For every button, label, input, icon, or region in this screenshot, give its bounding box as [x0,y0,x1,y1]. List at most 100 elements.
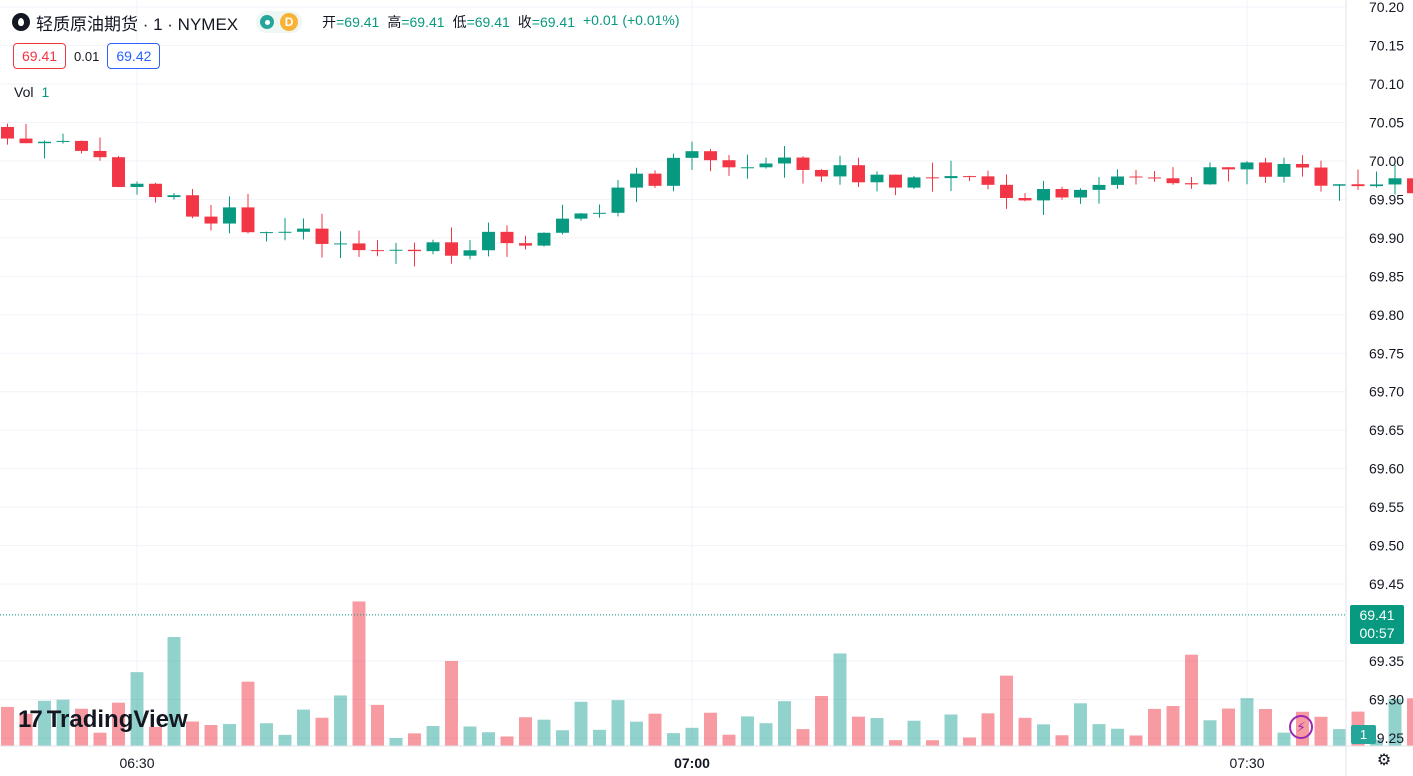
volume-bar [149,726,162,746]
y-tick-label: 69.90 [1369,230,1404,246]
volume-bar [741,716,754,746]
candle-body [334,243,347,245]
candle-body [1166,178,1180,184]
volume-legend[interactable]: Vol 1 [14,84,49,100]
candle-body [223,207,236,224]
candle-body [352,243,366,251]
volume-bar [482,732,495,746]
candle-body [260,232,273,234]
y-tick-label: 69.45 [1369,576,1404,592]
candle-body [1,126,14,139]
gear-icon[interactable]: ⚙ [1376,752,1392,769]
candle-body [408,249,421,252]
y-tick-label: 69.70 [1369,384,1404,400]
volume-bar [1000,675,1013,746]
candle-body [149,183,162,198]
candle-body [1074,189,1087,198]
tradingview-logo-icon: 17 [18,706,43,733]
volume-bar [112,702,125,746]
candle-body [204,216,218,224]
lightning-icon[interactable]: ⚡ [1289,715,1313,739]
candle-body [1129,176,1143,178]
volume-bar [593,729,606,746]
volume-bar [981,713,995,746]
candle-body [1203,167,1217,185]
volume-bar [1370,739,1383,746]
y-tick-label: 69.75 [1369,345,1404,361]
volume-bar [537,719,551,746]
candle-body [1407,178,1413,194]
candle-body [852,165,865,183]
ohlc-low: 低=69.41 [452,14,510,30]
volume-bar [889,740,902,746]
candle-body [833,165,847,177]
volume-bar [815,696,828,746]
ohlc-close: 收=69.41 [517,14,575,30]
candle-body [981,176,995,185]
volume-bar [1277,732,1291,746]
volume-bar [833,653,847,746]
quote-row: 69.41 0.01 69.42 [13,43,161,69]
volume-bar [1129,735,1143,746]
volume-bar [278,734,292,746]
volume-bar [260,723,273,746]
candle-body [1037,188,1050,201]
volume-bar [1148,708,1161,746]
volume-bar [1037,724,1050,746]
y-tick-label: 70.20 [1369,0,1404,15]
volume-bar [1388,698,1402,746]
candle-body [315,228,329,244]
sell-price-button[interactable]: 69.41 [13,43,67,69]
x-tick-label: 06:30 [119,755,154,771]
volume-bar [371,704,384,746]
volume-bar [1314,716,1328,746]
chart-legend-header: 轻质原油期货 · 1 · NYMEX D 开=69.41 高=69.41 低=6… [12,9,680,35]
tradingview-logo[interactable]: 17 TradingView [18,706,188,734]
volume-bar [611,700,625,746]
volume-bar [204,725,218,746]
candle-body [371,250,384,252]
candle-body [1259,162,1272,177]
current-price-label: 69.41 00:57 [1350,605,1404,644]
volume-bar [1203,720,1217,746]
y-tick-label: 69.95 [1369,191,1404,207]
volume-bar [556,730,569,746]
spread-value: 0.01 [74,48,100,64]
y-tick-label: 69.60 [1369,461,1404,477]
volume-legend-label: Vol [14,84,34,100]
symbol-title[interactable]: 轻质原油期货 · 1 · NYMEX [36,14,239,34]
candle-body [1000,184,1013,198]
y-tick-label: 70.10 [1369,76,1404,92]
volume-bar [186,721,199,746]
current-volume-label: 1 [1351,725,1376,744]
market-status-badges[interactable]: D [256,11,303,33]
candle-body [1055,188,1069,198]
current-price-value: 69.41 [1359,607,1395,623]
candle-body [778,157,791,164]
candle-body [574,213,588,219]
volume-bar [223,724,236,746]
buy-price-button[interactable]: 69.42 [107,43,161,69]
candle-body [1388,178,1402,185]
volume-legend-value: 1 [41,84,50,100]
candle-body [667,157,680,186]
volume-bar [93,732,107,746]
candle-body [796,157,810,170]
volume-bar [56,699,70,746]
volume-bar [38,700,51,746]
volume-bar [759,723,773,746]
candle-body [1185,183,1198,185]
candle-body [482,231,495,251]
candle-body [1277,163,1291,177]
candle-body [112,157,125,187]
candle-body [1240,162,1254,170]
candle-body [537,232,551,246]
candle-body [963,176,976,178]
volume-bar [1259,709,1272,746]
candle-body [556,218,569,233]
volume-bar [1240,698,1254,746]
market-open-dot-icon [260,15,275,29]
candle-body [56,140,70,142]
candle-body [1370,184,1383,187]
